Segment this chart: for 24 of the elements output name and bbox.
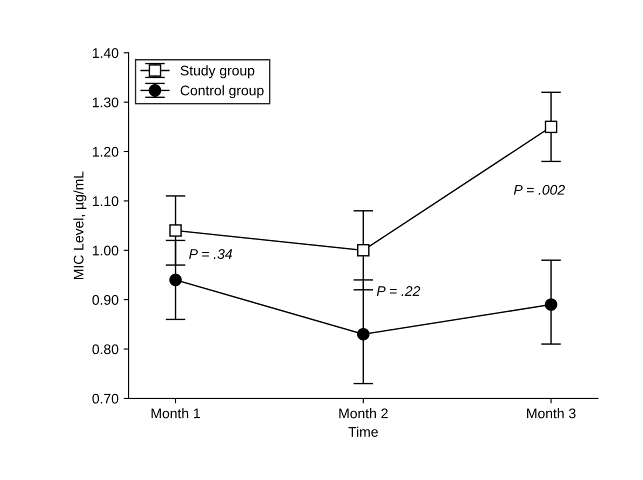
y-axis-title: MIC Level, µg/mL [73,172,86,280]
point [357,328,370,340]
x-tick-label: Month 1 [152,408,200,418]
y-tick-label: 0.90 [92,294,118,305]
y-tick-label: 1.40 [92,48,118,58]
y-tick-label: 1.10 [92,196,118,206]
point [357,244,370,257]
point [169,224,182,237]
x-tick-label: Month 3 [527,408,576,418]
y-tick-label: 0.80 [92,344,118,354]
x-axis-title: Time [348,426,378,437]
annotation: P = .002 [514,184,565,195]
annotation: P = .22 [376,286,420,296]
point [544,298,558,311]
annotation: P = .34 [189,249,232,259]
point [544,120,558,134]
y-tick-label: 1.20 [92,146,118,157]
x-tick-label: Month 2 [339,408,388,418]
point [169,274,182,286]
y-tick-label: 1.00 [92,246,118,256]
y-tick-label: 1.30 [92,98,118,108]
legend-label: Control group [180,85,264,98]
y-tick-label: 0.70 [92,394,118,404]
legend-label: Study group [180,65,254,78]
